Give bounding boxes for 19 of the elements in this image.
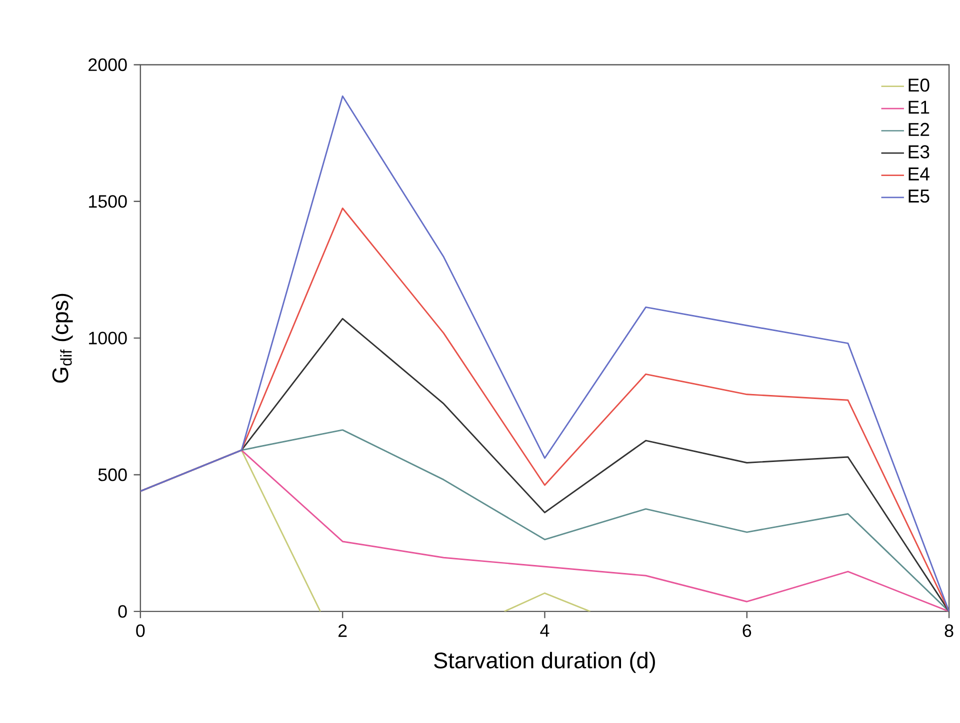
x-tick-label: 0 bbox=[136, 624, 145, 638]
y-tick-label: 0 bbox=[118, 605, 127, 618]
y-tick-label: 1500 bbox=[89, 195, 127, 208]
legend-label: E0 bbox=[908, 78, 930, 92]
y-tick-label: 500 bbox=[98, 468, 127, 482]
x-tick-label: 2 bbox=[338, 624, 347, 637]
y-tick-label: 1000 bbox=[89, 332, 127, 344]
x-axis-title: Starvation duration (d) bbox=[434, 652, 655, 673]
legend-label: E4 bbox=[908, 168, 930, 180]
x-tick-label: 6 bbox=[742, 624, 752, 638]
y-tick-label: 2000 bbox=[88, 58, 127, 72]
x-tick-label: 8 bbox=[944, 624, 954, 638]
legend-label: E1 bbox=[908, 100, 930, 114]
legend-label: E3 bbox=[908, 145, 930, 158]
x-tick-label: 4 bbox=[540, 624, 550, 637]
legend-label: E2 bbox=[908, 122, 930, 136]
legend-label: E5 bbox=[908, 190, 930, 203]
y-axis-title: G$_{dif}$ (cps) bbox=[52, 294, 73, 383]
line-series bbox=[140, 95, 950, 612]
